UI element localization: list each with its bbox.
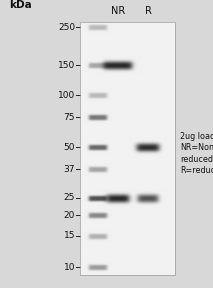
Bar [80,22,175,275]
Text: 50: 50 [63,143,75,151]
Text: 25: 25 [64,194,75,202]
Text: 10: 10 [63,262,75,272]
Text: 75: 75 [63,113,75,122]
Text: NR: NR [111,6,125,16]
Text: R: R [145,6,151,16]
Text: 15: 15 [63,232,75,240]
Text: 150: 150 [58,60,75,69]
Text: 37: 37 [63,164,75,173]
Text: 20: 20 [64,211,75,219]
Text: 2ug loading
NR=Non-
reduced
R=reduced: 2ug loading NR=Non- reduced R=reduced [180,132,213,175]
Text: kDa: kDa [9,0,31,10]
Text: 250: 250 [58,22,75,31]
Text: 100: 100 [58,90,75,99]
